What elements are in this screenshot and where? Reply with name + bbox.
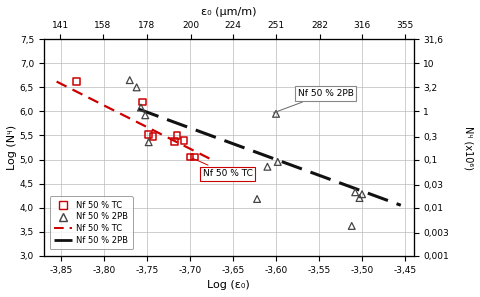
- Point: [149, 134, 157, 139]
- Point: [133, 85, 141, 90]
- Text: Nf 50 % 2PB: Nf 50 % 2PB: [274, 89, 353, 113]
- Y-axis label: Nᶣ (x10⁶): Nᶣ (x10⁶): [463, 126, 473, 170]
- Point: [356, 196, 363, 200]
- Point: [253, 197, 261, 201]
- Point: [126, 78, 133, 83]
- Text: Nf 50 % TC: Nf 50 % TC: [192, 158, 253, 178]
- Point: [274, 159, 282, 164]
- Point: [180, 138, 188, 143]
- Y-axis label: Log (Nᶣ): Log (Nᶣ): [7, 125, 17, 170]
- Point: [142, 113, 149, 118]
- Point: [139, 99, 146, 104]
- Point: [272, 111, 280, 116]
- Point: [171, 139, 179, 144]
- Point: [351, 190, 359, 195]
- X-axis label: Log (ε₀): Log (ε₀): [207, 280, 250, 290]
- Point: [145, 140, 153, 145]
- X-axis label: ε₀ (μm/m): ε₀ (μm/m): [201, 7, 256, 17]
- Point: [358, 192, 366, 197]
- Point: [348, 224, 356, 228]
- Point: [264, 164, 271, 169]
- Point: [186, 155, 194, 159]
- Point: [145, 132, 153, 137]
- Point: [72, 79, 80, 84]
- Point: [191, 155, 198, 159]
- Point: [137, 105, 145, 110]
- Legend: Nf 50 % TC, Nf 50 % 2PB, Nf 50 % TC, Nf 50 % 2PB: Nf 50 % TC, Nf 50 % 2PB, Nf 50 % TC, Nf …: [50, 196, 132, 249]
- Point: [173, 133, 181, 138]
